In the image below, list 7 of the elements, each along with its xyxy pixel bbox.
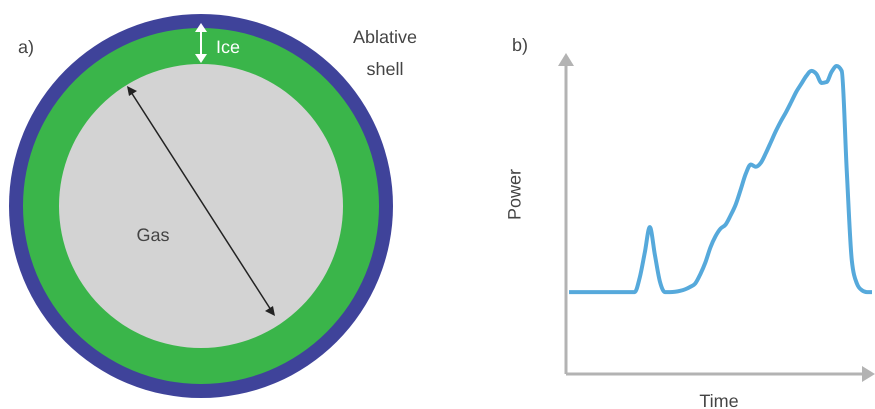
y-axis-title: Power: [504, 168, 524, 220]
text: Ablative shell: [352, 27, 418, 79]
text: Gas: [136, 225, 170, 245]
text: a): [18, 37, 34, 57]
text: Ice: [216, 37, 240, 57]
chart-title: b): [512, 35, 528, 56]
x-axis-title: Time: [699, 391, 739, 409]
